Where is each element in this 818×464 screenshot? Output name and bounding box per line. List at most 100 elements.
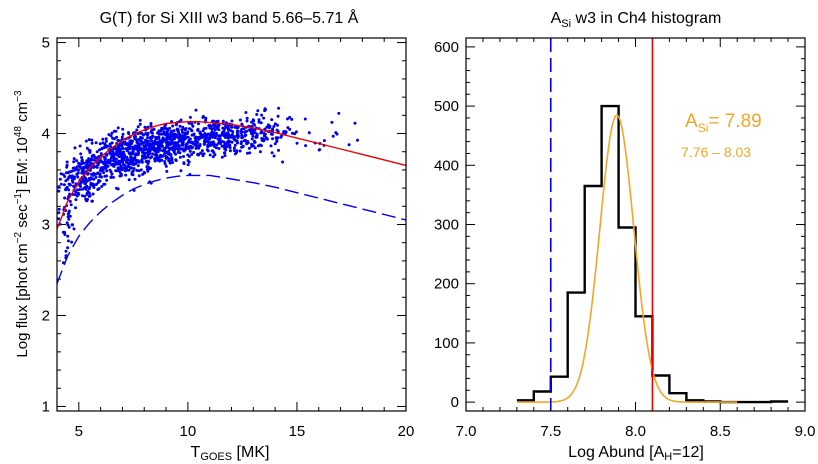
left-xlabel-unit: [MK] [232, 444, 269, 461]
scatter-point [204, 116, 208, 120]
scatter-point [57, 189, 61, 193]
scatter-point [178, 155, 182, 159]
scatter-point [238, 118, 242, 122]
scatter-point [75, 165, 79, 169]
scatter-point [167, 141, 171, 145]
scatter-point [67, 217, 71, 221]
scatter-point [68, 199, 72, 203]
scatter-point [150, 128, 154, 132]
scatter-point [171, 124, 175, 128]
scatter-point [128, 162, 132, 166]
scatter-point [182, 155, 185, 158]
scatter-point [136, 153, 140, 157]
scatter-point [136, 164, 140, 168]
scatter-point [247, 146, 251, 150]
scatter-point [109, 156, 113, 159]
scatter-point [70, 240, 74, 244]
scatter-point [183, 128, 187, 132]
left-x-tick-label: 20 [398, 423, 415, 440]
scatter-point [227, 127, 231, 131]
scatter-point [66, 223, 70, 227]
scatter-point [85, 159, 89, 163]
scatter-point [212, 142, 216, 146]
scatter-point [166, 150, 169, 154]
scatter-point [307, 131, 311, 135]
scatter-point [270, 118, 274, 122]
scatter-point [260, 130, 263, 134]
scatter-point [116, 138, 120, 142]
left-x-tick-label: 10 [180, 423, 197, 440]
left-ylabel-sup: −1 [13, 193, 24, 205]
scatter-point [142, 144, 146, 148]
scatter-point [95, 150, 99, 154]
scatter-point [235, 141, 239, 144]
right-xlabel-main: Log Abund [A [568, 444, 664, 461]
scatter-point [188, 149, 192, 153]
right-x-tick-label: 7.5 [540, 423, 561, 440]
scatter-point [59, 172, 63, 176]
scatter-point [177, 148, 181, 152]
scatter-point [132, 163, 136, 167]
scatter-point [104, 144, 108, 148]
scatter-point [353, 121, 357, 125]
scatter-point [191, 145, 194, 149]
scatter-point [275, 128, 279, 132]
scatter-point [131, 139, 134, 143]
scatter-point [217, 147, 221, 150]
scatter-point [213, 153, 217, 157]
scatter-point [89, 158, 93, 161]
scatter-point [163, 160, 167, 163]
scatter-point [197, 153, 201, 157]
scatter-point [105, 169, 109, 173]
model-curve-solid [56, 121, 407, 230]
scatter-point [281, 160, 285, 164]
scatter-point [114, 169, 118, 173]
scatter-point [295, 141, 299, 145]
scatter-point [104, 139, 108, 143]
scatter-point [102, 171, 106, 175]
scatter-point [259, 144, 263, 148]
scatter-point [133, 134, 137, 138]
scatter-point [135, 140, 139, 144]
scatter-point [75, 172, 79, 176]
scatter-point [109, 152, 113, 156]
scatter-point [102, 182, 106, 186]
scatter-point [233, 152, 237, 156]
scatter-point [118, 147, 122, 151]
scatter-point [80, 156, 84, 159]
scatter-point [276, 123, 279, 127]
scatter-point [67, 170, 71, 174]
scatter-point [158, 148, 162, 152]
scatter-point [252, 119, 256, 123]
scatter-point [248, 151, 252, 155]
scatter-point [92, 165, 96, 169]
scatter-point [182, 161, 186, 165]
scatter-point [256, 144, 260, 148]
scatter-point [147, 147, 150, 151]
scatter-point [119, 151, 123, 155]
scatter-point [179, 137, 183, 141]
scatter-point [202, 152, 206, 156]
scatter-point [172, 129, 176, 133]
scatter-point [62, 183, 66, 187]
scatter-point [109, 176, 113, 179]
scatter-point [272, 124, 276, 128]
scatter-point [115, 147, 119, 151]
scatter-point [100, 166, 104, 170]
scatter-point [215, 134, 219, 137]
scatter-point [152, 145, 156, 149]
scatter-point [82, 161, 86, 165]
scatter-point [87, 187, 91, 191]
scatter-point [225, 145, 229, 148]
scatter-point [275, 140, 279, 143]
right-x-tick-label: 7.0 [456, 423, 477, 440]
scatter-point [190, 122, 194, 126]
scatter-point [84, 139, 88, 143]
scatter-point [72, 160, 76, 164]
left-xlabel: TGOES [MK] [191, 444, 270, 463]
scatter-point [185, 132, 189, 136]
scatter-point [188, 137, 192, 141]
scatter-point [269, 144, 273, 148]
scatter-point [92, 186, 96, 189]
